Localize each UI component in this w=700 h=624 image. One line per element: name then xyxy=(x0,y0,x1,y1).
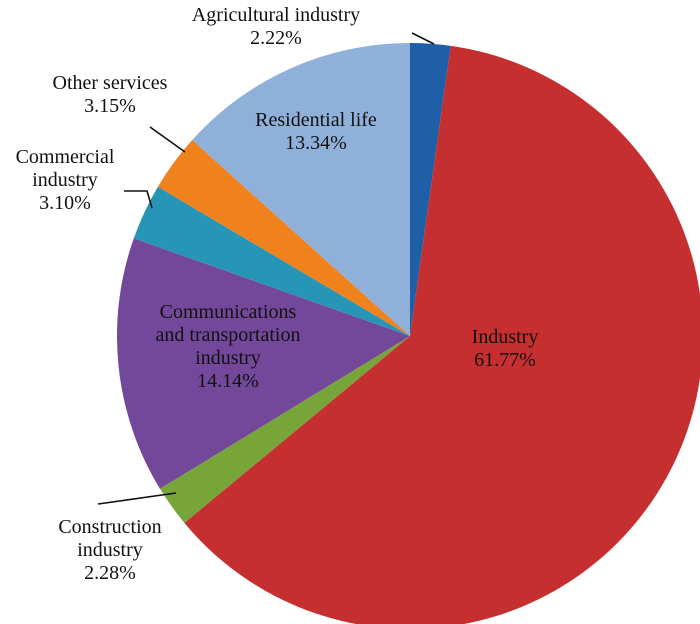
leader-line-other-services xyxy=(149,126,186,153)
leader-line-commercial-industry xyxy=(124,190,153,209)
slice-label-agricultural-industry: Agricultural industry 2.22% xyxy=(192,4,360,49)
pie-slice-residential-life xyxy=(192,43,410,336)
leader-line-agricultural-industry xyxy=(411,32,435,45)
pie-slice-construction-industry xyxy=(159,336,410,523)
slice-label-communications-and-transportation-industry: Communications and transportation industry… xyxy=(156,301,301,392)
pie-slice-communications-and-transportation-industry xyxy=(117,238,410,489)
slice-label-construction-industry: Construction industry 2.28% xyxy=(58,516,161,584)
pie-slice-industry xyxy=(184,45,700,624)
pie-slice-commercial-industry xyxy=(133,186,410,336)
slice-label-other-services: Other services 3.15% xyxy=(53,72,168,117)
pie-slice-other-services xyxy=(157,140,410,336)
pie-slice-agricultural-industry xyxy=(410,43,451,336)
slice-label-residential-life: Residential life 13.34% xyxy=(255,109,377,154)
slice-label-commercial-industry: Commercial industry 3.10% xyxy=(16,146,115,214)
slice-label-industry: Industry 61.77% xyxy=(472,326,539,371)
leader-line-construction-industry xyxy=(97,492,177,505)
